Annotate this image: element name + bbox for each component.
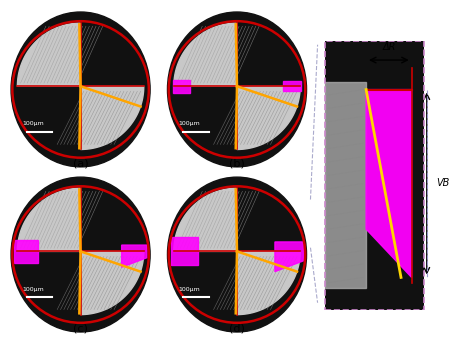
Polygon shape (173, 80, 190, 93)
Ellipse shape (11, 12, 150, 167)
Polygon shape (174, 23, 237, 86)
Polygon shape (14, 240, 37, 263)
Polygon shape (325, 82, 366, 288)
Text: 100μm: 100μm (22, 287, 44, 292)
Text: (b): (b) (229, 159, 245, 169)
Polygon shape (237, 251, 300, 315)
Polygon shape (18, 188, 81, 251)
Polygon shape (81, 86, 144, 150)
Text: ΔR: ΔR (382, 42, 396, 52)
Polygon shape (237, 86, 300, 150)
Polygon shape (275, 242, 303, 272)
Polygon shape (81, 251, 144, 315)
Text: VB: VB (436, 179, 449, 189)
Text: (c): (c) (73, 324, 88, 334)
Polygon shape (18, 23, 81, 86)
Polygon shape (174, 188, 237, 251)
FancyBboxPatch shape (325, 41, 424, 310)
Polygon shape (283, 81, 301, 92)
Text: 100μm: 100μm (22, 121, 44, 127)
Text: (d): (d) (229, 324, 245, 334)
Text: 100μm: 100μm (179, 121, 201, 127)
Text: 100μm: 100μm (179, 287, 201, 292)
Ellipse shape (167, 177, 307, 332)
Ellipse shape (11, 177, 150, 332)
Text: (a): (a) (73, 159, 88, 169)
Polygon shape (366, 89, 411, 277)
Polygon shape (122, 245, 147, 267)
Ellipse shape (167, 12, 307, 167)
Polygon shape (171, 237, 198, 265)
